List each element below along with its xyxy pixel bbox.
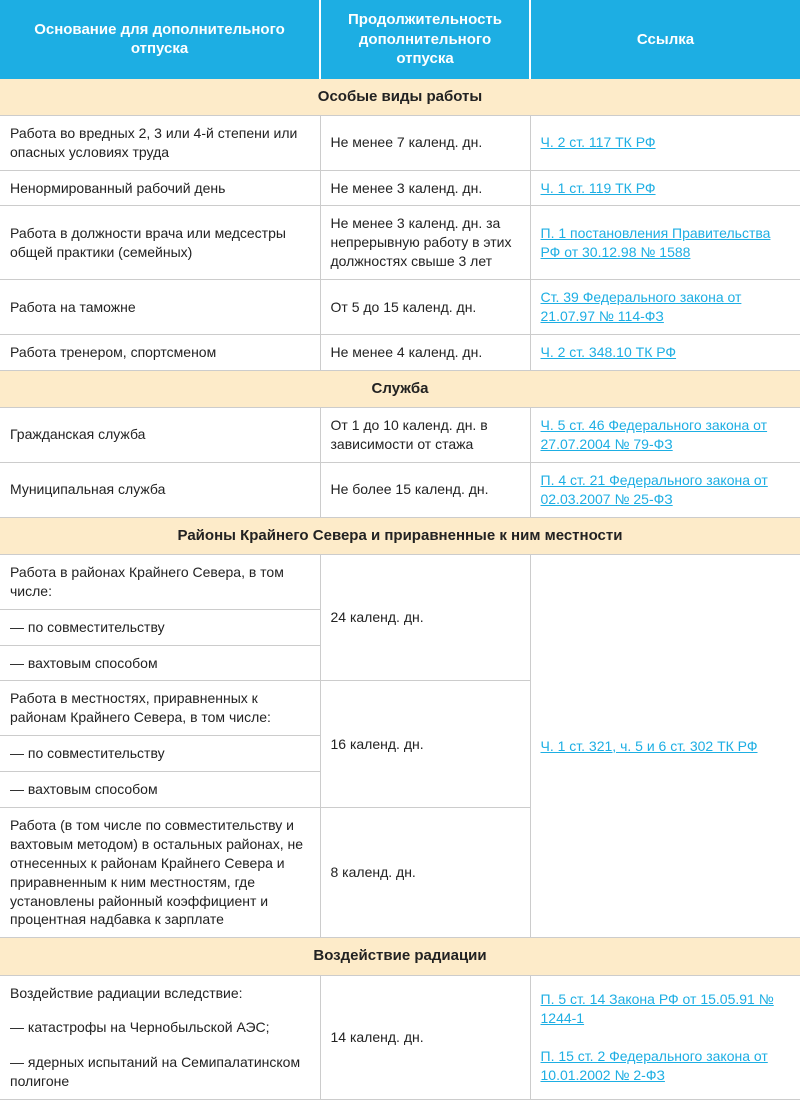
table-row: Работа на таможне От 5 до 15 календ. дн.… xyxy=(0,280,800,335)
ref-link[interactable]: П. 5 ст. 14 Закона РФ от 15.05.91 № 1244… xyxy=(541,991,774,1026)
section-radiation: Воздействие радиации xyxy=(0,938,800,975)
basis-sub-cell: — вахтовым способом xyxy=(0,772,320,808)
basis-cell: Работа в районах Крайнего Севера, в том … xyxy=(0,554,320,609)
table-row: Работа в районах Крайнего Севера, в том … xyxy=(0,554,800,609)
basis-cell: Муниципальная служба xyxy=(0,462,320,517)
duration-cell: Не менее 7 календ. дн. xyxy=(320,115,530,170)
ref-link[interactable]: Ч. 2 ст. 117 ТК РФ xyxy=(541,134,656,150)
header-row: Основание для дополнительного отпуска Пр… xyxy=(0,0,800,79)
duration-cell: 16 календ. дн. xyxy=(320,681,530,808)
ref-link[interactable]: Ч. 1 ст. 119 ТК РФ xyxy=(541,180,656,196)
basis-sub-cell: — катастрофы на Чернобыльской АЭС; xyxy=(0,1010,320,1045)
duration-cell: Не менее 4 календ. дн. xyxy=(320,334,530,370)
section-service: Служба xyxy=(0,370,800,407)
duration-cell: От 5 до 15 календ. дн. xyxy=(320,280,530,335)
ref-link[interactable]: П. 1 постановления Правительства РФ от 3… xyxy=(541,225,771,260)
basis-cell: Гражданская служба xyxy=(0,408,320,463)
ref-cell: Ч. 1 ст. 119 ТК РФ xyxy=(530,170,800,206)
duration-cell: 14 календ. дн. xyxy=(320,975,530,1100)
leave-table: Основание для дополнительного отпуска Пр… xyxy=(0,0,800,1100)
header-col3: Ссылка xyxy=(530,0,800,79)
basis-cell: Воздействие радиации вследствие: xyxy=(0,975,320,1010)
table-row: Работа во вредных 2, 3 или 4-й степени и… xyxy=(0,115,800,170)
basis-cell: Работа во вредных 2, 3 или 4-й степени и… xyxy=(0,115,320,170)
table-row: Воздействие радиации вследствие: 14 кале… xyxy=(0,975,800,1010)
ref-link[interactable]: П. 15 ст. 2 Федерального закона от 10.01… xyxy=(541,1048,768,1083)
duration-cell: Не менее 3 календ. дн. за непрерывную ра… xyxy=(320,206,530,280)
duration-cell: 8 календ. дн. xyxy=(320,807,530,937)
basis-cell: Работа тренером, спортсменом xyxy=(0,334,320,370)
duration-cell: Не более 15 календ. дн. xyxy=(320,462,530,517)
duration-cell: Не менее 3 календ. дн. xyxy=(320,170,530,206)
ref-cell: Ч. 5 ст. 46 Федерального закона от 27.07… xyxy=(530,408,800,463)
basis-sub-cell: — по совместительству xyxy=(0,736,320,772)
basis-cell: Работа на таможне xyxy=(0,280,320,335)
basis-cell: Работа в должности врача или медсестры о… xyxy=(0,206,320,280)
table-row: Ненормированный рабочий день Не менее 3 … xyxy=(0,170,800,206)
basis-sub-cell: — ядерных испытаний на Семипалатинском п… xyxy=(0,1045,320,1099)
section-north: Районы Крайнего Севера и приравненные к … xyxy=(0,517,800,554)
ref-cell: Ч. 1 ст. 321, ч. 5 и 6 ст. 302 ТК РФ xyxy=(530,554,800,937)
section-title: Воздействие радиации xyxy=(0,938,800,975)
basis-sub-cell: — вахтовым способом xyxy=(0,645,320,681)
basis-cell: Ненормированный рабочий день xyxy=(0,170,320,206)
ref-link[interactable]: Ст. 39 Федерального закона от 21.07.97 №… xyxy=(541,289,742,324)
duration-cell: От 1 до 10 календ. дн. в зависимости от … xyxy=(320,408,530,463)
ref-cell: П. 5 ст. 14 Закона РФ от 15.05.91 № 1244… xyxy=(530,975,800,1100)
section-special-work: Особые виды работы xyxy=(0,79,800,116)
table-row: Работа в должности врача или медсестры о… xyxy=(0,206,800,280)
header-col1: Основание для дополнительного отпуска xyxy=(0,0,320,79)
table-row: Работа тренером, спортсменом Не менее 4 … xyxy=(0,334,800,370)
ref-cell: Ч. 2 ст. 348.10 ТК РФ xyxy=(530,334,800,370)
basis-cell: Работа (в том числе по совместительству … xyxy=(0,807,320,937)
table-row: Муниципальная служба Не более 15 календ.… xyxy=(0,462,800,517)
basis-cell: Работа в местностях, приравненных к райо… xyxy=(0,681,320,736)
duration-cell: 24 календ. дн. xyxy=(320,554,530,681)
ref-link[interactable]: П. 4 ст. 21 Федерального закона от 02.03… xyxy=(541,472,768,507)
ref-cell: П. 1 постановления Правительства РФ от 3… xyxy=(530,206,800,280)
ref-cell: Ст. 39 Федерального закона от 21.07.97 №… xyxy=(530,280,800,335)
ref-link[interactable]: Ч. 2 ст. 348.10 ТК РФ xyxy=(541,344,677,360)
ref-link[interactable]: Ч. 5 ст. 46 Федерального закона от 27.07… xyxy=(541,417,768,452)
section-title: Районы Крайнего Севера и приравненные к … xyxy=(0,517,800,554)
section-title: Служба xyxy=(0,370,800,407)
header-col2: Продолжительность дополнительного отпуск… xyxy=(320,0,530,79)
ref-cell: П. 4 ст. 21 Федерального закона от 02.03… xyxy=(530,462,800,517)
basis-sub-cell: — по совместительству xyxy=(0,609,320,645)
ref-cell: Ч. 2 ст. 117 ТК РФ xyxy=(530,115,800,170)
ref-link[interactable]: Ч. 1 ст. 321, ч. 5 и 6 ст. 302 ТК РФ xyxy=(541,738,758,754)
table-row: Гражданская служба От 1 до 10 календ. дн… xyxy=(0,408,800,463)
section-title: Особые виды работы xyxy=(0,79,800,116)
